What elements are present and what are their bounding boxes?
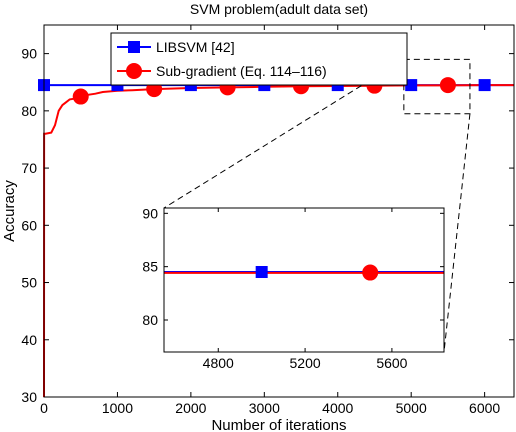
series-0-marker [478, 79, 491, 92]
x-tick-label: 2000 [175, 400, 206, 416]
x-tick-label: 0 [40, 400, 48, 416]
legend-box [110, 32, 408, 86]
inset-plot-frame [163, 207, 445, 353]
y-tick-label: 30 [21, 389, 37, 405]
legend: LIBSVM [42] Sub-gradient (Eq. 114–116) [110, 32, 408, 86]
inset-y-tick-label: 90 [142, 205, 158, 221]
y-tick-label: 80 [21, 103, 37, 119]
series-line-1 [43, 84, 514, 398]
y-tick-label: 90 [21, 46, 37, 62]
y-tick-label: 70 [21, 160, 37, 176]
y-axis-label: Accuracy [1, 180, 18, 242]
inset-series-0-marker [255, 266, 268, 278]
series-1-marker [72, 88, 89, 105]
inset-x-tick-label: 5600 [376, 355, 407, 371]
y-tick-label: 40 [21, 332, 37, 348]
legend-marker-subgradient [126, 63, 142, 79]
x-tick-label: 5000 [396, 400, 427, 416]
chart-title: SVM problem(adult data set) [190, 1, 368, 17]
zoom-indicator [163, 58, 471, 353]
x-tick-label: 3000 [249, 400, 280, 416]
x-tick-label: 4000 [322, 400, 353, 416]
zoom-box [403, 58, 471, 115]
zoom-connector [443, 113, 471, 353]
inset-y-tick-label: 80 [142, 312, 158, 328]
legend-label-subgradient: Sub-gradient (Eq. 114–116) [156, 63, 327, 79]
legend-marker-libsvm [128, 41, 140, 53]
y-tick-label: 50 [21, 275, 37, 291]
inset-plot: 4800 5200 5600 80 85 90 [142, 205, 445, 371]
x-tick-label: 1000 [102, 400, 133, 416]
inset-series-1-marker [362, 264, 379, 281]
series-1-marker [439, 77, 456, 94]
main-plot-frame [43, 24, 515, 398]
x-axis-label: Number of iterations [211, 417, 346, 432]
inset-y-tick-label: 85 [142, 259, 158, 275]
series-0-marker [405, 79, 418, 92]
inset-background [164, 208, 444, 352]
main-plot: 0 1000 2000 3000 4000 5000 6000 30 40 50 60 70 80 90 [21, 24, 515, 416]
inset-x-tick-label: 5200 [290, 355, 321, 371]
x-tick-label: 6000 [469, 400, 500, 416]
y-tick-label: 60 [21, 217, 37, 233]
inset-x-tick-label: 4800 [203, 355, 234, 371]
legend-label-libsvm: LIBSVM [42] [156, 39, 235, 55]
zoom-connector [163, 58, 405, 209]
